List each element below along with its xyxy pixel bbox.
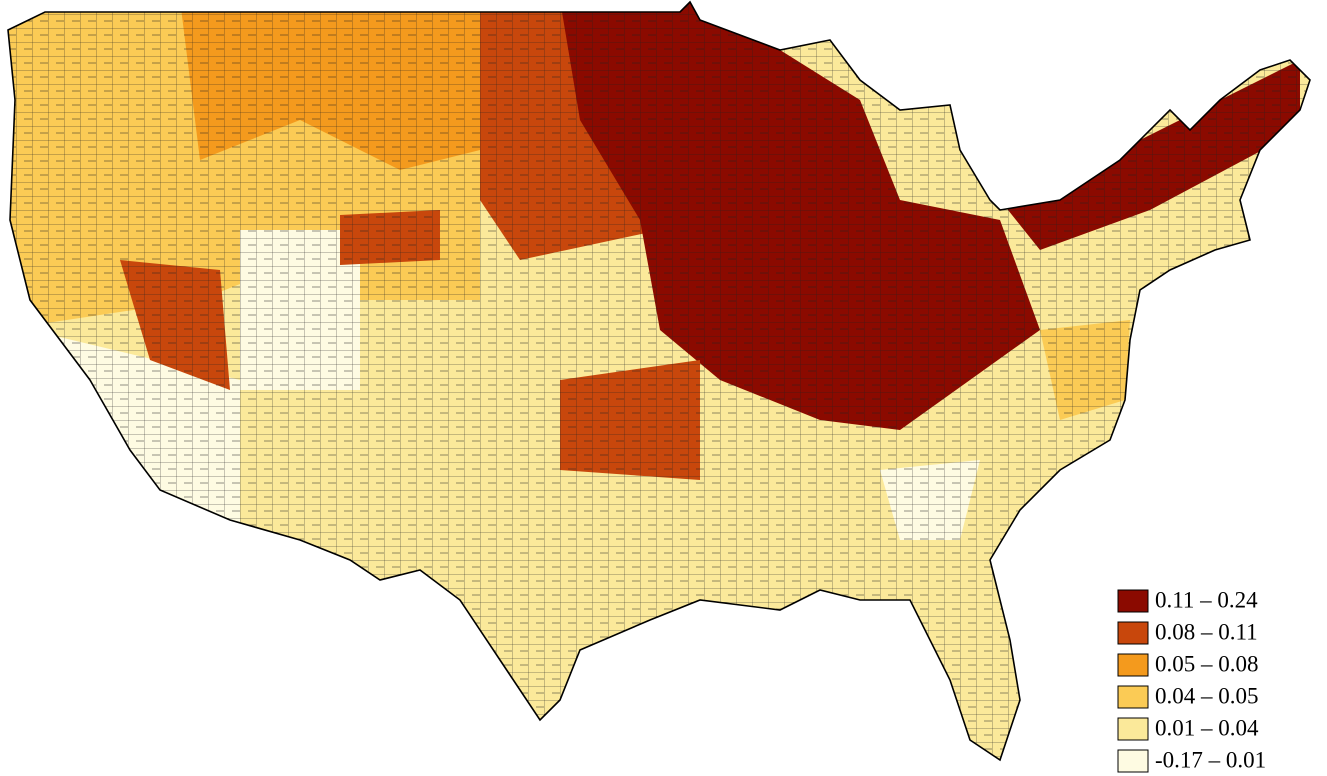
legend-label: 0.05 – 0.08: [1155, 651, 1259, 676]
legend-swatch: [1117, 717, 1149, 741]
legend-label: -0.17 – 0.01: [1155, 747, 1266, 772]
legend-label: 0.08 – 0.11: [1155, 619, 1258, 644]
legend-swatch: [1117, 653, 1149, 677]
legend-swatch: [1117, 685, 1149, 709]
legend-label: 0.04 – 0.05: [1155, 683, 1259, 708]
legend-swatch: [1117, 621, 1149, 645]
legend-label: 0.11 – 0.24: [1155, 587, 1258, 612]
legend-label: 0.01 – 0.04: [1155, 715, 1259, 740]
legend-swatch: [1117, 589, 1149, 613]
legend-swatch: [1117, 749, 1149, 773]
legend: 0.11 – 0.24 0.08 – 0.11 0.05 – 0.08 0.04 – …: [1117, 587, 1266, 773]
